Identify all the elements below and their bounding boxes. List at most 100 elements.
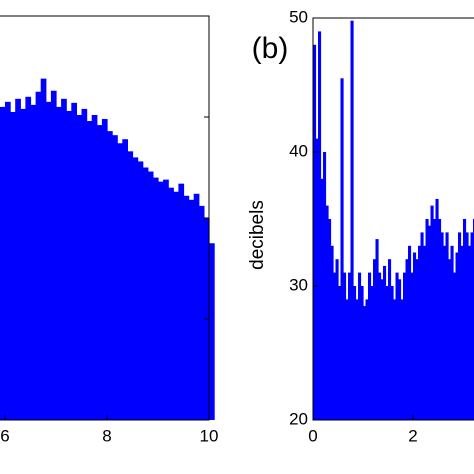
bar [127, 151, 134, 420]
bar [383, 265, 387, 420]
bar [443, 245, 447, 420]
bar [385, 286, 389, 420]
bar [5, 101, 11, 420]
bar [400, 299, 404, 420]
bar [343, 272, 347, 420]
y-tick-label: 20 [289, 409, 308, 428]
bar [370, 286, 374, 420]
bar [398, 279, 402, 420]
bar [30, 104, 37, 420]
bar [368, 272, 372, 420]
bar [380, 279, 384, 420]
bar [450, 245, 454, 420]
bar [340, 78, 344, 421]
bar [101, 119, 108, 421]
bar [40, 78, 47, 421]
bar [152, 177, 159, 420]
bar [345, 299, 349, 420]
bar [132, 157, 139, 420]
bar [158, 181, 164, 420]
bar [328, 219, 332, 420]
bar [315, 138, 319, 420]
bar [96, 125, 103, 420]
bar [45, 101, 52, 420]
bar [137, 161, 144, 420]
bar [20, 108, 26, 421]
bar [71, 102, 77, 421]
bar [353, 286, 357, 420]
bar [56, 106, 62, 421]
bar [428, 225, 432, 420]
bar [147, 171, 154, 420]
bar [86, 121, 93, 420]
bar [168, 187, 174, 420]
bar [318, 31, 322, 421]
bar [410, 272, 414, 420]
bar [458, 232, 462, 420]
bar [435, 198, 439, 420]
bar [378, 272, 382, 420]
bar [117, 143, 123, 420]
x-tick-label: 0 [308, 426, 317, 445]
bar [112, 135, 118, 420]
x-tick-label: 2 [408, 426, 417, 445]
bar [408, 245, 412, 420]
bar [35, 91, 42, 420]
bar [323, 152, 327, 420]
bar [420, 232, 424, 420]
bar [470, 232, 474, 420]
bar [81, 108, 88, 421]
bar [440, 232, 444, 420]
y-axis-label: decibels [247, 200, 268, 270]
bar [107, 131, 113, 420]
bar [430, 205, 434, 420]
bar [333, 272, 337, 420]
bar [388, 259, 392, 420]
bar [445, 232, 449, 420]
bar [15, 98, 21, 420]
bar [460, 245, 464, 420]
bar [365, 299, 369, 420]
bar [91, 114, 98, 420]
bar [468, 245, 472, 420]
bar [325, 205, 329, 420]
bar [350, 20, 354, 421]
bar [423, 245, 427, 420]
bar [373, 259, 377, 420]
bar [393, 299, 397, 420]
bar [66, 110, 72, 420]
bar [25, 96, 32, 421]
bar [403, 272, 407, 420]
bar [448, 259, 452, 420]
bar [178, 183, 185, 420]
bar [50, 90, 57, 421]
y-tick-label: 50 [289, 7, 308, 26]
bar [395, 272, 399, 420]
bar [390, 286, 394, 420]
bar [355, 299, 359, 420]
bar [313, 44, 317, 421]
bar [425, 219, 429, 420]
bar [405, 259, 409, 420]
panel-label: (b) [252, 32, 289, 65]
bar [330, 245, 334, 420]
bar [122, 139, 128, 420]
bar [173, 191, 179, 420]
bar [142, 167, 149, 420]
x-tick-label: 10 [200, 426, 219, 445]
bar [453, 272, 457, 420]
bar [415, 259, 419, 420]
x-tick-label: 6 [0, 426, 9, 445]
bar [465, 232, 469, 420]
bar [76, 114, 83, 420]
bar [455, 252, 459, 420]
bar [61, 98, 67, 420]
bar [209, 243, 215, 420]
bar [163, 179, 169, 420]
bar [433, 219, 437, 420]
bar [183, 195, 190, 420]
bar [348, 272, 352, 420]
bar [338, 286, 342, 420]
bar [363, 306, 367, 420]
